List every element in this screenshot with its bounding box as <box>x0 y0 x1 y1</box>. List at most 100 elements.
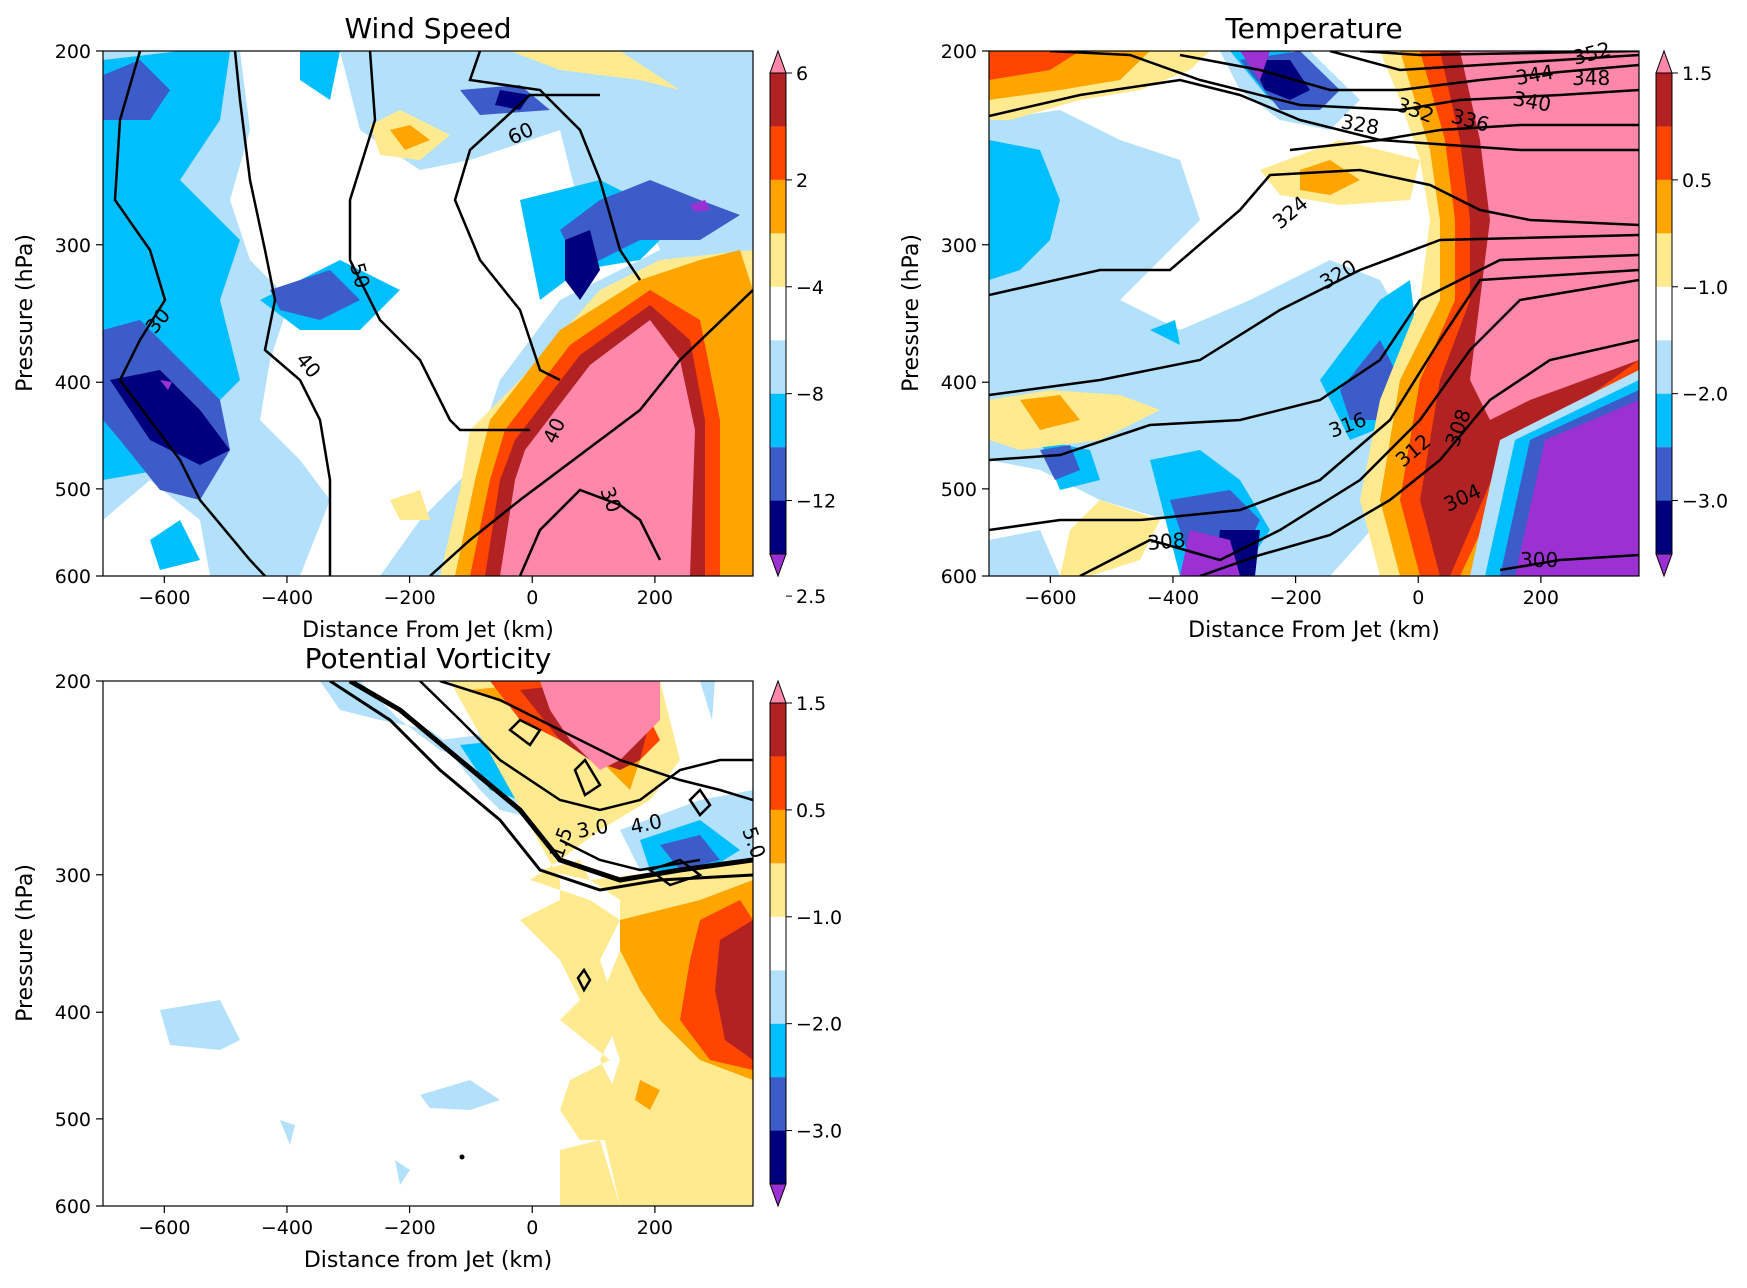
y-ticks: 200 300 400 500 600 <box>55 671 103 1218</box>
temperature-panel: Temperature <box>899 12 1728 643</box>
y-tick-label: 500 <box>941 479 977 501</box>
contour-label: 3.0 <box>575 814 610 843</box>
chart-title: Temperature <box>1224 12 1402 45</box>
colorbar-tick-label: −4 <box>796 277 824 299</box>
colorbar-extend-bottom <box>1655 553 1673 578</box>
colorbar-band <box>770 73 786 127</box>
x-axis-label: Distance from Jet (km) <box>304 1248 552 1273</box>
colorbar-tick-label: −3.0 <box>796 1121 842 1143</box>
y-tick-label: 200 <box>55 41 91 63</box>
contour-label: 308 <box>1146 528 1186 555</box>
colorbar-band <box>770 703 786 757</box>
x-tick-label: −400 <box>261 1217 313 1239</box>
chart-title: Wind Speed <box>344 12 511 45</box>
colorbar-tick-label: 2.5 <box>796 586 826 608</box>
x-ticks: −600 −400 −200 0 200 <box>138 576 673 609</box>
colorbar-band <box>770 393 786 448</box>
contour-label: 300 <box>1520 548 1558 572</box>
colorbar-frame <box>769 702 787 1185</box>
y-axis-label: Pressure (hPa) <box>13 864 38 1022</box>
y-tick-label: 500 <box>55 479 91 501</box>
chart-title: Potential Vorticity <box>305 642 552 675</box>
y-axis: 200 300 400 500 600 Pressure (hPa) <box>13 41 103 588</box>
colorbar-tick-label: −3.0 <box>1682 491 1728 513</box>
colorbar-band <box>1656 179 1672 234</box>
colorbar-extend-top <box>769 49 787 74</box>
potential-vorticity-field <box>103 681 753 1206</box>
colorbar-tick-label: 1.5 <box>796 693 826 715</box>
colorbar-tick-label: −2.0 <box>1682 384 1728 406</box>
x-tick-label: 200 <box>1523 587 1559 609</box>
colorbar-band <box>1656 500 1672 554</box>
y-axis: 200 300 400 500 600 Pressure (hPa) <box>899 41 989 588</box>
colorbar-band <box>770 1130 786 1184</box>
y-axis: 200 300 400 500 600 Pressure (hPa) <box>13 671 103 1218</box>
colorbar-extend-bottom <box>769 553 787 578</box>
colorbar: −3.0−2.0−1.00.51.52.5 <box>769 586 842 1208</box>
x-tick-label: −600 <box>1024 587 1076 609</box>
x-tick-label: −200 <box>384 1217 436 1239</box>
colorbar-band <box>1656 447 1672 501</box>
colorbar-band <box>770 1023 786 1078</box>
y-tick-label: 200 <box>941 41 977 63</box>
colorbar-tick-label: 6 <box>796 63 808 85</box>
colorbar-band <box>770 1077 786 1131</box>
x-tick-label: 0 <box>526 587 538 609</box>
colorbar-band <box>770 126 786 180</box>
colorbar-extend-bottom <box>769 1183 787 1208</box>
y-tick-label: 300 <box>941 235 977 257</box>
colorbar-band <box>1656 73 1672 127</box>
colorbar-band <box>1656 126 1672 180</box>
x-tick-label: −400 <box>261 587 313 609</box>
colorbar-frame <box>769 72 787 555</box>
x-axis: −600 −400 −200 0 200 Distance From Jet (km) <box>1024 576 1559 643</box>
x-axis: −600 −400 −200 0 200 Distance from Jet (km) <box>138 1206 673 1273</box>
y-tick-label: 400 <box>941 372 977 394</box>
y-tick-label: 300 <box>55 235 91 257</box>
y-axis-label: Pressure (hPa) <box>899 234 924 392</box>
x-tick-label: 200 <box>637 1217 673 1239</box>
x-tick-label: −200 <box>1270 587 1322 609</box>
x-axis: −600 −400 −200 0 200 Distance From Jet (km) <box>138 576 673 643</box>
x-ticks: −600 −400 −200 0 200 <box>1024 576 1559 609</box>
colorbar-extend-top <box>769 679 787 704</box>
wind-speed-panel: Wind Speed <box>13 12 836 643</box>
contour-label: 348 <box>1572 66 1610 90</box>
colorbar: −12−8−42610 <box>769 49 836 578</box>
x-tick-label: −600 <box>138 587 190 609</box>
x-tick-label: 0 <box>1412 587 1424 609</box>
y-tick-label: 200 <box>55 671 91 693</box>
x-axis-label: Distance From Jet (km) <box>302 618 554 643</box>
colorbar-band <box>770 916 786 971</box>
colorbar-band <box>770 447 786 501</box>
colorbar-band <box>1656 393 1672 448</box>
colorbar-extend-top <box>1655 49 1673 74</box>
y-tick-label: 600 <box>941 566 977 588</box>
colorbar-tick-label: −12 <box>796 491 836 513</box>
colorbar-tick-label: −8 <box>796 384 824 406</box>
x-tick-label: 0 <box>526 1217 538 1239</box>
colorbar-tick-label: 2 <box>796 170 808 192</box>
y-tick-label: 600 <box>55 566 91 588</box>
colorbar-band <box>770 809 786 864</box>
colorbar-frame <box>1655 72 1673 555</box>
y-tick-label: 600 <box>55 1196 91 1218</box>
colorbar-band <box>770 233 786 287</box>
colorbar-band <box>770 756 786 810</box>
colorbar-band <box>1656 340 1672 394</box>
x-tick-label: −600 <box>138 1217 190 1239</box>
y-axis-label: Pressure (hPa) <box>13 234 38 392</box>
x-tick-label: −200 <box>384 587 436 609</box>
x-tick-label: 200 <box>637 587 673 609</box>
x-ticks: −600 −400 −200 0 200 <box>138 1206 673 1239</box>
colorbar-tick-label: −1.0 <box>1682 277 1728 299</box>
colorbar-tick-label: −2.0 <box>796 1014 842 1036</box>
colorbar: −3.0−2.0−1.00.51.52.5 <box>1655 49 1728 578</box>
colorbar-tick-label: 0.5 <box>1682 170 1712 192</box>
y-tick-label: 300 <box>55 865 91 887</box>
colorbar-band <box>1656 233 1672 287</box>
y-ticks: 200 300 400 500 600 <box>55 41 103 588</box>
colorbar-band <box>770 286 786 341</box>
colorbar-tick-label: 0.5 <box>796 800 826 822</box>
